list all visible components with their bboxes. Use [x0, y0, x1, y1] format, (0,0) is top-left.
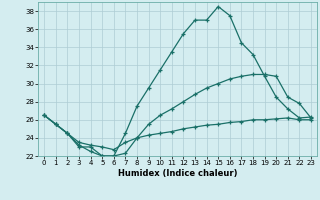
X-axis label: Humidex (Indice chaleur): Humidex (Indice chaleur): [118, 169, 237, 178]
